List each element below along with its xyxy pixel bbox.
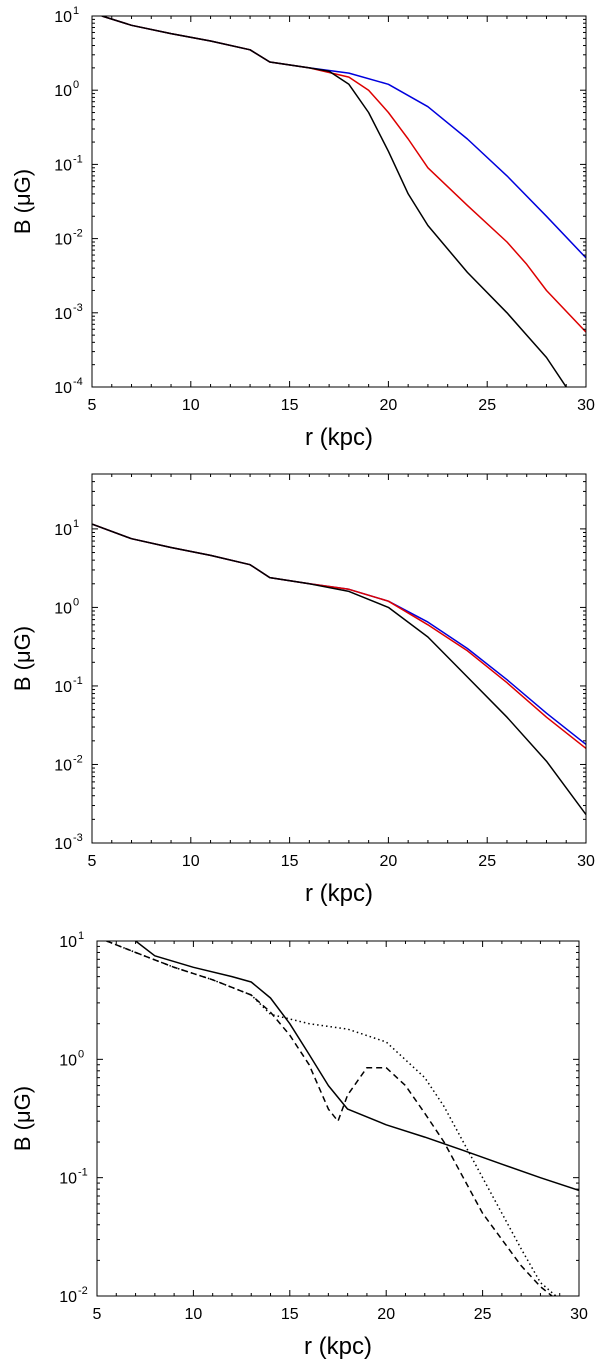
y-tick-exponent: 0 — [73, 596, 79, 608]
x-tick-label: 20 — [380, 853, 398, 870]
y-tick-label: 10 — [54, 757, 72, 774]
y-tick-exponent: -1 — [78, 1167, 88, 1179]
x-tick-label: 15 — [281, 397, 299, 414]
x-tick-label: 15 — [281, 853, 299, 870]
y-tick-exponent: -4 — [73, 376, 83, 388]
x-tick-label: 30 — [577, 853, 595, 870]
y-tick-exponent: -3 — [73, 832, 83, 844]
x-tick-label: 15 — [281, 1306, 299, 1323]
y-tick-label: 10 — [59, 934, 77, 951]
y-tick-label: 10 — [59, 1171, 77, 1188]
y-tick-label: 10 — [54, 232, 72, 249]
y-tick-label: 10 — [54, 157, 72, 174]
y-axis-label: B (μG) — [10, 169, 35, 234]
series-group — [106, 941, 579, 1296]
series-line-1 — [92, 523, 586, 749]
y-tick-label: 10 — [59, 1052, 77, 1069]
plot-frame — [91, 15, 587, 388]
x-tick-label: 5 — [93, 1306, 102, 1323]
y-tick-label: 10 — [54, 83, 72, 100]
y-tick-exponent: -2 — [78, 1285, 88, 1297]
series-group — [101, 16, 586, 387]
x-tick-label: 5 — [88, 397, 97, 414]
y-tick-label: 10 — [54, 380, 72, 397]
series-line-2 — [101, 16, 567, 387]
y-tick-exponent: -3 — [73, 302, 83, 314]
y-axis-label: B (μG) — [10, 1086, 35, 1151]
y-tick-label: 10 — [54, 836, 72, 853]
y-tick-exponent: -2 — [73, 228, 83, 240]
series-line-0 — [135, 941, 579, 1192]
x-axis-label: r (kpc) — [304, 1333, 372, 1360]
y-axis-label: B (μG) — [10, 626, 35, 691]
y-tick-label: 10 — [59, 1289, 77, 1306]
x-tick-label: 30 — [577, 397, 595, 414]
x-tick-label: 25 — [478, 397, 496, 414]
x-tick-label: 25 — [474, 1306, 492, 1323]
y-tick-exponent: -1 — [73, 153, 83, 165]
series-line-2 — [106, 941, 557, 1296]
series-line-0 — [92, 523, 586, 745]
plot-frame — [91, 473, 587, 844]
series-line-2 — [92, 523, 586, 816]
y-tick-exponent: 1 — [73, 5, 79, 17]
x-tick-label: 5 — [88, 853, 97, 870]
y-tick-label: 10 — [54, 522, 72, 539]
x-tick-label: 20 — [380, 397, 398, 414]
y-tick-label: 10 — [54, 600, 72, 617]
x-tick-label: 10 — [182, 397, 200, 414]
y-tick-exponent: 0 — [73, 79, 79, 91]
plot-frame — [96, 940, 580, 1297]
x-tick-label: 20 — [377, 1306, 395, 1323]
series-line-0 — [101, 16, 586, 259]
x-axis-label: r (kpc) — [305, 880, 373, 907]
x-tick-label: 10 — [185, 1306, 203, 1323]
y-tick-label: 10 — [54, 679, 72, 696]
y-tick-exponent: 1 — [78, 930, 84, 942]
y-tick-label: 10 — [54, 9, 72, 26]
x-tick-label: 25 — [478, 853, 496, 870]
y-tick-exponent: -1 — [73, 675, 83, 687]
y-tick-label: 10 — [54, 306, 72, 323]
series-group — [92, 523, 586, 816]
y-tick-exponent: -2 — [73, 753, 83, 765]
x-tick-label: 30 — [570, 1306, 588, 1323]
y-tick-exponent: 1 — [73, 518, 79, 530]
x-axis-label: r (kpc) — [305, 424, 373, 451]
x-tick-label: 10 — [182, 853, 200, 870]
series-line-1 — [106, 941, 553, 1296]
y-tick-exponent: 0 — [78, 1048, 84, 1060]
series-line-1 — [101, 16, 586, 333]
